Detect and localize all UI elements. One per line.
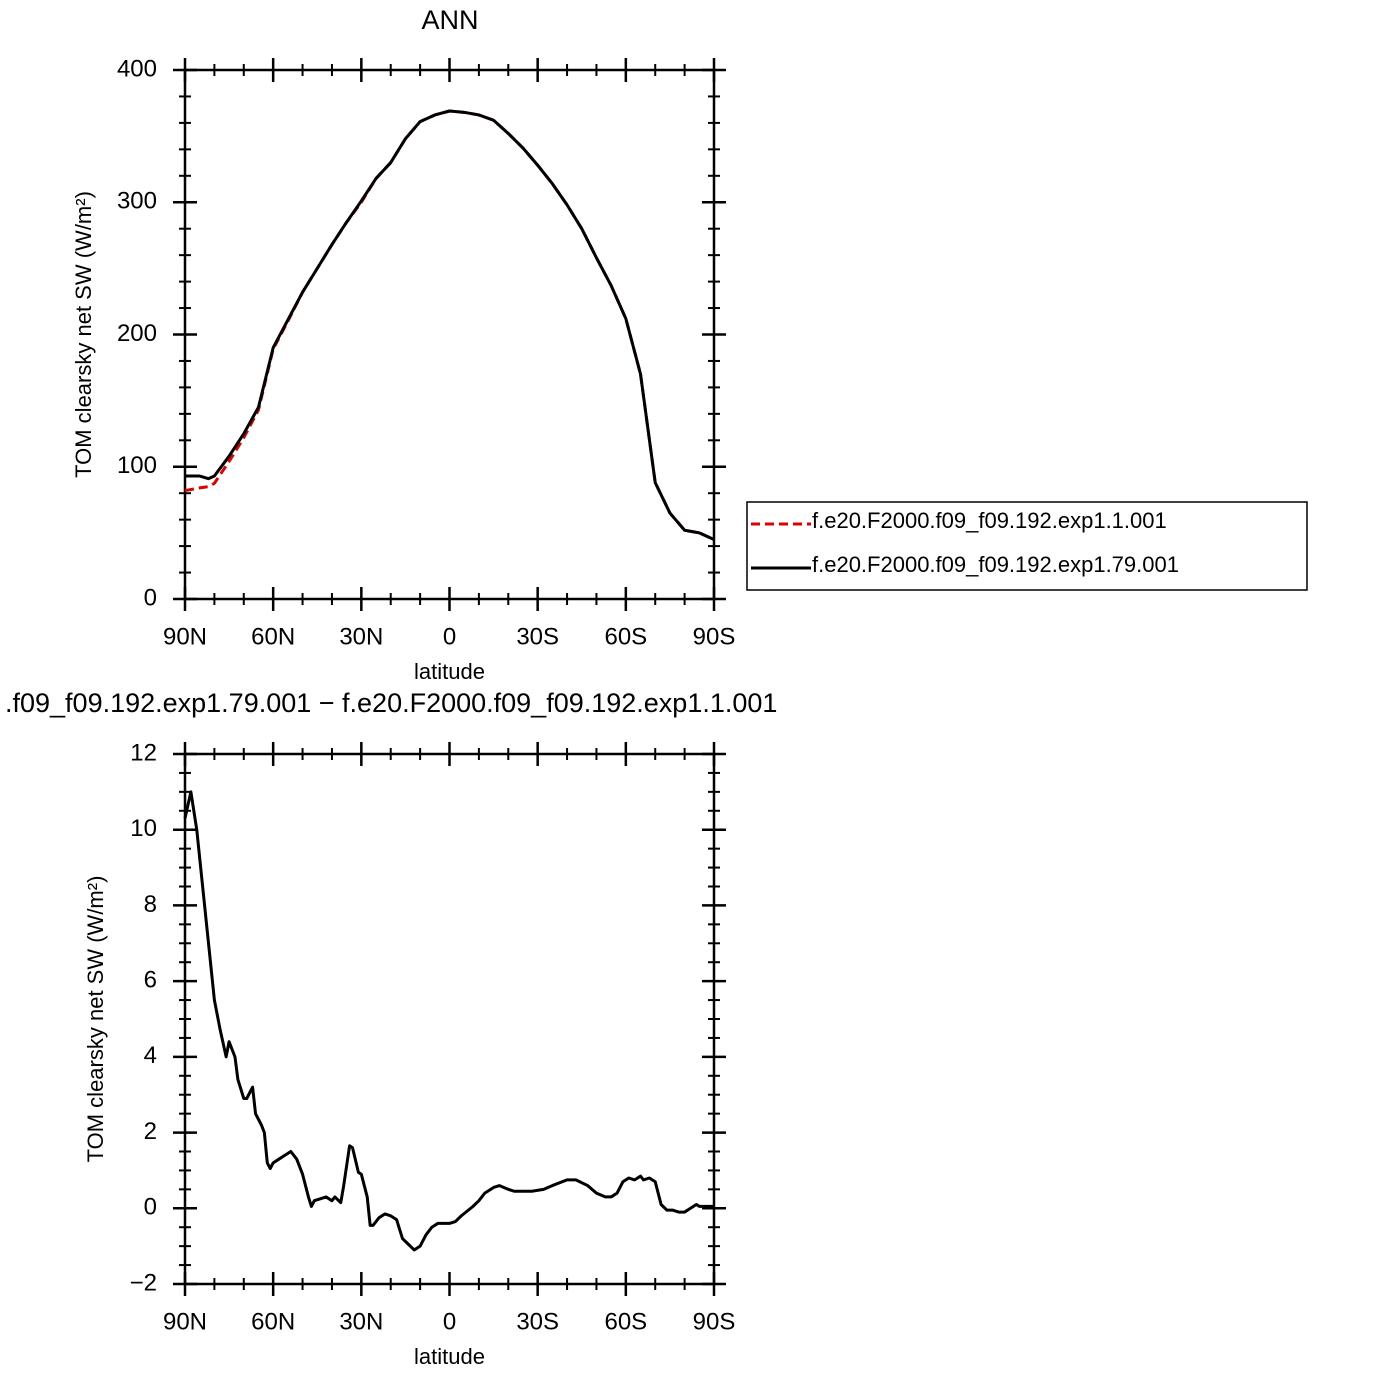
x-tick-label: 90S [693, 623, 736, 650]
plot-frame [183, 68, 716, 601]
y-tick-label: 10 [130, 815, 157, 842]
x-tick-label: 90N [163, 1308, 207, 1335]
y-tick-label: 100 [117, 452, 157, 479]
y-tick-label: −2 [130, 1269, 157, 1296]
y-tick-label: 12 [130, 739, 157, 766]
x-tick-label: 30N [339, 623, 383, 650]
x-axis-label: latitude [414, 659, 485, 684]
y-tick-label: 400 [117, 55, 157, 82]
x-tick-label: 60S [604, 623, 647, 650]
y-axis-label: TOM clearsky net SW (W/m²) [83, 876, 108, 1163]
x-tick-label: 30S [516, 623, 559, 650]
y-tick-label: 0 [144, 584, 157, 611]
x-tick-label: 60N [251, 623, 295, 650]
legend-box [746, 501, 1308, 591]
x-tick-label: 60N [251, 1308, 295, 1335]
x-tick-label: 90N [163, 623, 207, 650]
x-tick-label: 0 [443, 1308, 456, 1335]
x-tick-label: 30S [516, 1308, 559, 1335]
y-axis-label: TOM clearsky net SW (W/m²) [71, 191, 96, 478]
series-line [185, 109, 715, 541]
y-tick-label: 8 [144, 891, 157, 918]
y-tick-label: 2 [144, 1118, 157, 1145]
chart-title: ANN [421, 5, 478, 35]
chart-title: .f09_f09.192.exp1.79.001 − f.e20.F2000.f… [5, 688, 777, 718]
x-axis-label: latitude [414, 1344, 485, 1369]
y-tick-label: 0 [144, 1194, 157, 1221]
legend-label: f.e20.F2000.f09_f09.192.exp1.79.001 [812, 552, 1179, 577]
y-tick-label: 4 [144, 1042, 157, 1069]
y-tick-label: 200 [117, 320, 157, 347]
x-tick-label: 90S [693, 1308, 736, 1335]
y-tick-label: 300 [117, 188, 157, 215]
x-tick-label: 60S [604, 1308, 647, 1335]
x-tick-label: 0 [443, 623, 456, 650]
series-line [184, 109, 715, 541]
y-tick-label: 6 [144, 966, 157, 993]
plot-frame [183, 752, 716, 1286]
series-line [183, 790, 714, 1252]
x-tick-label: 30N [339, 1308, 383, 1335]
legend-label: f.e20.F2000.f09_f09.192.exp1.1.001 [812, 508, 1167, 533]
